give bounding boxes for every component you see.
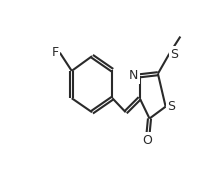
Text: S: S <box>170 48 178 61</box>
Text: N: N <box>129 69 138 82</box>
Text: O: O <box>143 134 152 147</box>
Text: S: S <box>167 100 175 113</box>
Text: F: F <box>51 46 58 59</box>
